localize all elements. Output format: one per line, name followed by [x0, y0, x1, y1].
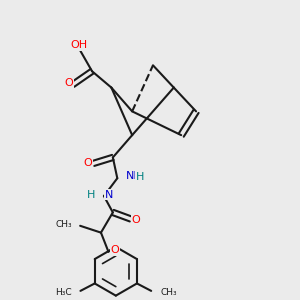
Text: CH₃: CH₃: [160, 288, 177, 297]
Text: NH: NH: [126, 171, 142, 181]
Text: O: O: [111, 245, 119, 255]
Text: O: O: [65, 78, 74, 88]
Text: O: O: [84, 158, 93, 168]
Text: N: N: [104, 190, 113, 200]
Text: O: O: [132, 214, 140, 224]
Text: CH₃: CH₃: [55, 220, 72, 229]
Text: OH: OH: [70, 40, 87, 50]
Text: H: H: [87, 190, 96, 200]
Text: H₃C: H₃C: [55, 288, 71, 297]
Text: H: H: [136, 172, 144, 182]
